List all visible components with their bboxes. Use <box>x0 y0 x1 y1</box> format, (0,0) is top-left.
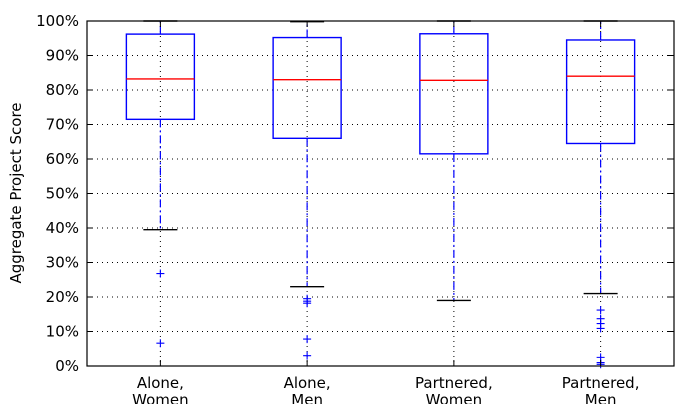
y-tick-label: 0% <box>55 357 79 375</box>
y-tick-label: 20% <box>46 288 79 306</box>
x-tick-label-line: Partnered, <box>415 374 493 392</box>
x-tick-label: Alone, Men <box>284 374 331 404</box>
x-tick-label-line: Alone, <box>137 374 184 392</box>
x-tick-label-line: Partnered, <box>562 374 640 392</box>
plot-frame <box>86 20 675 367</box>
y-tick-label: 90% <box>46 47 79 65</box>
x-tick-label-line: Men <box>291 391 323 404</box>
box-group <box>272 20 342 360</box>
y-axis-label: Aggregate Project Score <box>7 102 25 283</box>
outlier-point <box>303 351 312 360</box>
box-group <box>565 20 636 369</box>
outlier-point <box>156 339 165 348</box>
x-tick-label-line: Men <box>585 391 617 404</box>
outlier-point <box>596 324 605 333</box>
x-tick-label: Partnered, Women <box>415 374 493 404</box>
outlier-point <box>303 299 312 308</box>
box-group <box>419 20 489 302</box>
x-tick-label-line: Women <box>132 391 188 404</box>
y-tick-label: 70% <box>46 116 79 134</box>
x-tick-label: Alone, Women <box>132 374 188 404</box>
y-tick-label: 60% <box>46 150 79 168</box>
box-group <box>125 20 196 348</box>
y-tick-label: 100% <box>36 12 79 30</box>
y-tick-label: 50% <box>46 185 79 203</box>
box-iqr <box>419 33 489 155</box>
y-tick-label: 10% <box>46 323 79 341</box>
x-tick-label-line: Women <box>426 391 482 404</box>
box-iqr <box>125 33 196 121</box>
box-iqr <box>565 39 636 145</box>
y-tick-label: 40% <box>46 219 79 237</box>
box-iqr <box>272 36 342 139</box>
y-tick-label: 30% <box>46 254 79 272</box>
outlier-point <box>303 335 312 344</box>
outlier-point <box>596 306 605 315</box>
x-tick-label: Partnered, Men <box>562 374 640 404</box>
y-tick-label: 80% <box>46 81 79 99</box>
x-tick-label-line: Alone, <box>284 374 331 392</box>
outlier-point <box>156 269 165 278</box>
